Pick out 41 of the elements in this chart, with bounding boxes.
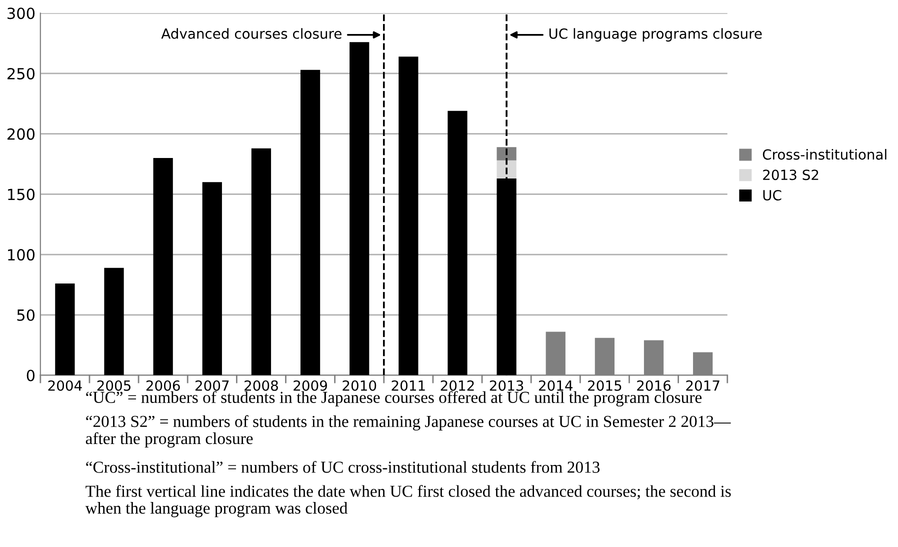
text: “2013 S2” = numbers of students in the remaining Japanese courses at UC in Semester 2 2013— after the program closure <box>86 415 731 448</box>
x-tick-label: 2016 <box>637 380 671 391</box>
text: “Cross-institutional” = numbers of UC cross-institutional students from 2013 <box>86 460 600 473</box>
text: “UC” = numbers of students in the Japanese courses offered at UC until the program closure <box>86 391 702 406</box>
bar <box>496 147 516 160</box>
bar <box>153 158 173 376</box>
bar <box>448 110 468 376</box>
x-tick-label: 2015 <box>588 380 622 391</box>
bar <box>496 160 516 178</box>
y-tick-label: 0 <box>26 370 35 382</box>
x-tick-label: 2008 <box>244 380 278 391</box>
x-tick-label: 2012 <box>440 380 474 391</box>
bar <box>202 182 222 376</box>
x-tick-label: 2017 <box>686 380 720 391</box>
ref-line-label: Advanced courses closure <box>161 28 342 39</box>
bar <box>398 56 418 376</box>
bar <box>300 70 320 376</box>
x-tick-label: 2014 <box>538 380 573 391</box>
x-tick-label: 2010 <box>342 380 376 391</box>
x-tick-label: 2006 <box>146 380 180 391</box>
bar <box>55 284 75 376</box>
x-tick-label: 2011 <box>392 380 425 391</box>
y-tick-label: 300 <box>8 8 35 20</box>
y-tick-label: 200 <box>8 128 35 140</box>
bar <box>251 148 272 376</box>
ref-line-label: UC language programs closure <box>549 28 762 42</box>
y-tick-label: 150 <box>8 188 35 200</box>
y-tick-label: 250 <box>8 68 35 80</box>
x-tick-label: 2004 <box>48 380 82 391</box>
y-tick-label: 100 <box>8 249 35 261</box>
text: The first vertical line indicates the date when UC first closed the advanced courses; the second is when the language program was closed <box>85 485 731 518</box>
legend-label: 2013 S2 <box>763 170 818 180</box>
x-tick-label: 2007 <box>195 380 229 391</box>
y-tick-label: 50 <box>17 309 35 321</box>
legend-label: Cross-institutional <box>762 148 886 160</box>
x-tick-label: 2009 <box>294 380 327 391</box>
legend-label: UC <box>763 190 782 200</box>
x-tick-label: 2013 <box>490 380 524 391</box>
x-tick-label: 2005 <box>97 380 130 391</box>
bar <box>104 268 124 376</box>
bar <box>350 42 370 376</box>
